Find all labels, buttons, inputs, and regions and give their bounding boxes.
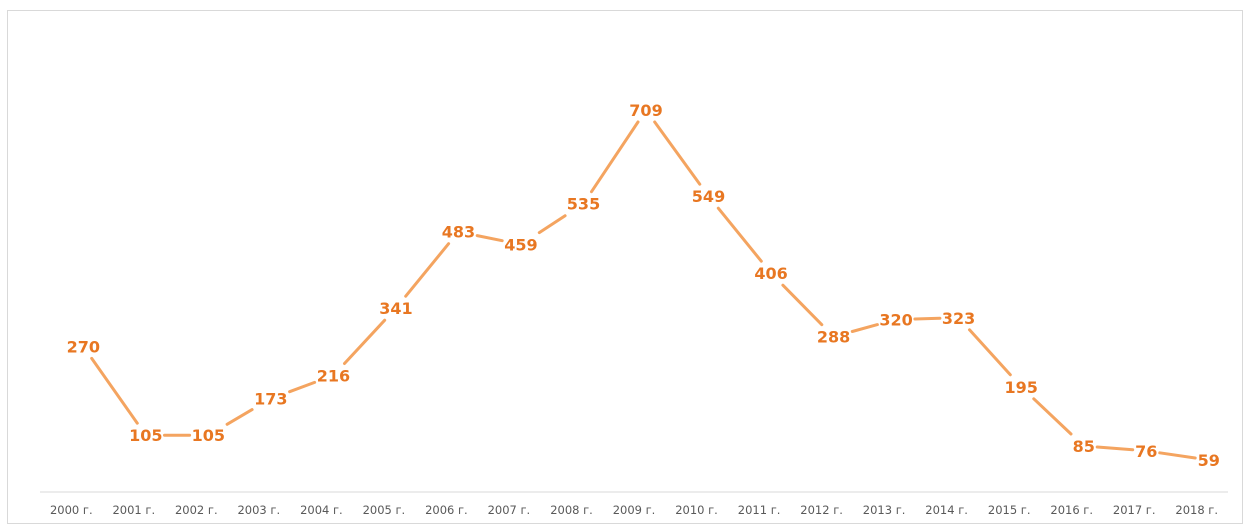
x-tick-label: 2018 г. xyxy=(1175,503,1218,517)
data-label: 59 xyxy=(1198,451,1220,470)
data-label: 459 xyxy=(504,236,537,255)
line-segment xyxy=(288,380,317,394)
data-label: 105 xyxy=(129,426,162,445)
x-tick-label: 2009 г. xyxy=(613,503,656,517)
data-label: 216 xyxy=(317,367,350,386)
line-segment xyxy=(590,120,640,194)
data-label: 173 xyxy=(254,390,287,409)
x-tick-label: 2017 г. xyxy=(1113,503,1156,517)
x-tick-label: 2015 г. xyxy=(988,503,1031,517)
data-label: 535 xyxy=(567,195,600,214)
data-label: 270 xyxy=(67,337,100,356)
line-segment xyxy=(225,408,254,426)
x-tick-label: 2010 г. xyxy=(675,503,718,517)
series-line xyxy=(90,120,1197,460)
line-segment xyxy=(1095,445,1135,452)
line-segment xyxy=(968,328,1012,377)
x-tick-label: 2012 г. xyxy=(800,503,843,517)
chart-frame xyxy=(7,10,1243,524)
line-segment xyxy=(475,234,504,243)
line-segment xyxy=(1158,451,1197,460)
x-tick-label: 2003 г. xyxy=(237,503,280,517)
data-label: 341 xyxy=(379,299,412,318)
x-tick-label: 2013 г. xyxy=(863,503,906,517)
line-segment xyxy=(537,214,567,235)
x-axis-tick-labels: 2000 г. 2001 г. 2002 г. 2003 г. 2004 г. 2005 … xyxy=(50,503,1218,517)
line-segment xyxy=(343,318,387,365)
data-label: 195 xyxy=(1004,378,1037,397)
data-label: 85 xyxy=(1073,437,1095,456)
line-segment xyxy=(90,356,139,425)
line-segment xyxy=(404,242,451,298)
x-tick-label: 2002 г. xyxy=(175,503,218,517)
data-label: 549 xyxy=(692,187,725,206)
line-segment xyxy=(850,323,879,333)
data-label: 709 xyxy=(629,101,662,120)
data-label: 288 xyxy=(817,328,850,347)
data-label: 323 xyxy=(942,309,975,328)
x-tick-label: 2016 г. xyxy=(1050,503,1093,517)
x-tick-label: 2000 г. xyxy=(50,503,93,517)
data-label: 320 xyxy=(879,311,912,330)
data-label: 406 xyxy=(754,264,787,283)
line-segment xyxy=(1032,397,1073,436)
x-tick-label: 2004 г. xyxy=(300,503,343,517)
line-segment xyxy=(716,206,763,263)
x-tick-label: 2006 г. xyxy=(425,503,468,517)
data-label: 483 xyxy=(442,223,475,242)
data-label: 76 xyxy=(1135,442,1157,461)
data-label: 105 xyxy=(192,426,225,445)
x-tick-label: 2007 г. xyxy=(488,503,531,517)
x-tick-label: 2008 г. xyxy=(550,503,593,517)
x-tick-label: 2001 г. xyxy=(112,503,155,517)
x-tick-label: 2005 г. xyxy=(363,503,406,517)
x-tick-label: 2014 г. xyxy=(925,503,968,517)
data-labels: 270 105 105 173 216 341 483 459 535 709 549 406 288 3… xyxy=(67,101,1220,470)
x-tick-label: 2011 г. xyxy=(738,503,781,517)
line-segment xyxy=(781,283,824,327)
line-segment xyxy=(913,316,942,321)
line-segment xyxy=(653,120,702,186)
